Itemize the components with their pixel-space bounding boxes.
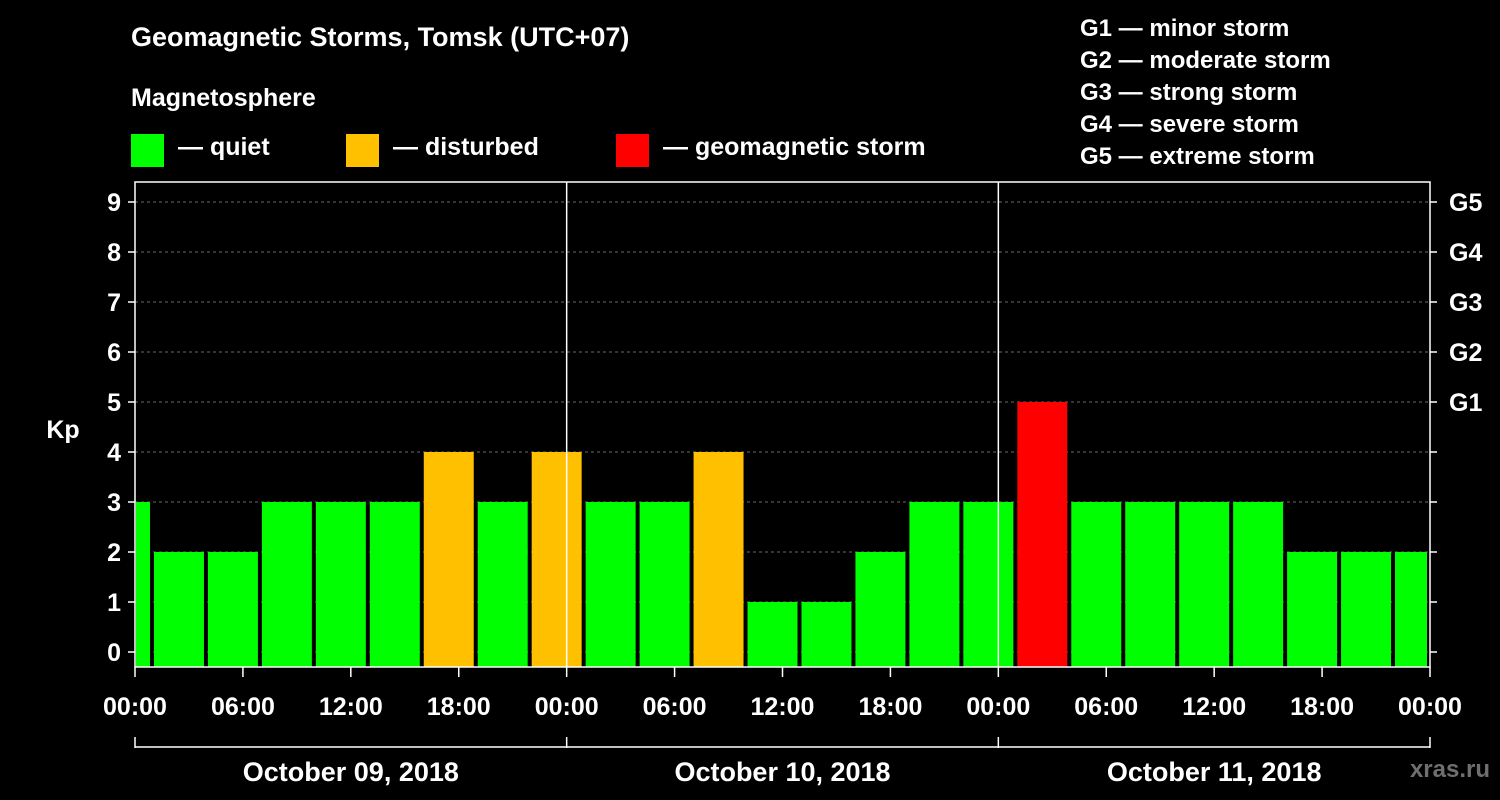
plot-frame	[128, 181, 1437, 748]
bar-17	[1017, 402, 1068, 667]
day-label-2: October 11, 2018	[1107, 757, 1322, 787]
ytick-label-8: 8	[107, 239, 121, 267]
legend-swatch-quiet	[131, 134, 164, 167]
bar-18	[1071, 502, 1122, 667]
bar-5	[369, 502, 420, 667]
ytick-label-5: 5	[107, 389, 121, 417]
storm-scale-g1: G1 — minor storm	[1080, 15, 1290, 42]
xtick-label-7: 18:00	[858, 693, 922, 721]
bar-7	[477, 502, 528, 667]
legend-label-disturbed: — disturbed	[393, 133, 539, 161]
ytick-label-6: 6	[107, 339, 121, 367]
bar-20	[1179, 502, 1230, 667]
right-axis-label-g3: G3	[1449, 289, 1482, 317]
bar-16	[963, 502, 1014, 667]
bar-19	[1125, 502, 1176, 667]
xtick-label-1: 06:00	[211, 693, 275, 721]
bar-23	[1341, 552, 1392, 667]
storm-scale-g4: G4 — severe storm	[1080, 111, 1299, 138]
bar-11	[693, 452, 744, 667]
legend-swatch-disturbed	[346, 134, 379, 167]
bar-10	[639, 502, 690, 667]
legend-swatch-storm	[616, 134, 649, 167]
day-label-1: October 10, 2018	[674, 757, 890, 787]
storm-scale-g2: G2 — moderate storm	[1080, 47, 1331, 74]
storm-scale-g3: G3 — strong storm	[1080, 79, 1298, 106]
bar-6	[423, 452, 474, 667]
ytick-label-1: 1	[107, 589, 121, 617]
watermark: xras.ru	[1409, 756, 1490, 783]
xtick-label-2: 12:00	[319, 693, 383, 721]
xtick-label-4: 00:00	[535, 693, 599, 721]
bar-3	[261, 502, 312, 667]
xtick-label-9: 06:00	[1074, 693, 1138, 721]
ytick-label-3: 3	[107, 489, 121, 517]
bar-2	[207, 552, 258, 667]
ytick-label-7: 7	[107, 289, 121, 317]
xtick-label-6: 12:00	[751, 693, 815, 721]
day-label-0: October 09, 2018	[243, 757, 459, 787]
bar-15	[909, 502, 960, 667]
right-axis-label-g1: G1	[1449, 389, 1482, 417]
axis-labels: 0 1 2 3 4 5 6 7 8 9 Kp G1 G2 G3 G4 G5 00:00 06:00 12:00 18:…	[46, 189, 1482, 787]
ytick-label-2: 2	[107, 539, 121, 567]
ytick-label-9: 9	[107, 189, 121, 217]
bar-8	[531, 452, 582, 667]
bar-21	[1233, 502, 1284, 667]
xtick-label-3: 18:00	[427, 693, 491, 721]
bar-22	[1287, 552, 1338, 667]
bar-0	[136, 502, 150, 667]
bar-9	[585, 502, 636, 667]
bar-1	[153, 552, 204, 667]
right-axis-label-g2: G2	[1449, 339, 1482, 367]
xtick-label-8: 00:00	[966, 693, 1030, 721]
ytick-label-4: 4	[107, 439, 121, 467]
bar-13	[801, 602, 852, 667]
xtick-label-11: 18:00	[1290, 693, 1354, 721]
storm-scale-g5: G5 — extreme storm	[1080, 143, 1315, 170]
xtick-label-12: 00:00	[1398, 693, 1462, 721]
bar-12	[747, 602, 798, 667]
legend-label-storm: — geomagnetic storm	[663, 133, 926, 161]
bars	[136, 402, 1427, 667]
bar-24	[1395, 552, 1427, 667]
legend-heading: Magnetosphere	[131, 84, 316, 112]
xtick-label-10: 12:00	[1182, 693, 1246, 721]
ytick-label-0: 0	[107, 639, 121, 667]
xtick-label-0: 00:00	[103, 693, 167, 721]
y-axis-title: Kp	[46, 416, 79, 444]
right-axis-label-g5: G5	[1449, 189, 1482, 217]
legend-label-quiet: — quiet	[178, 133, 270, 161]
bar-14	[855, 552, 906, 667]
chart-title: Geomagnetic Storms, Tomsk (UTC+07)	[131, 22, 630, 52]
right-axis-label-g4: G4	[1449, 239, 1482, 267]
xtick-label-5: 06:00	[643, 693, 707, 721]
bar-4	[315, 502, 366, 667]
